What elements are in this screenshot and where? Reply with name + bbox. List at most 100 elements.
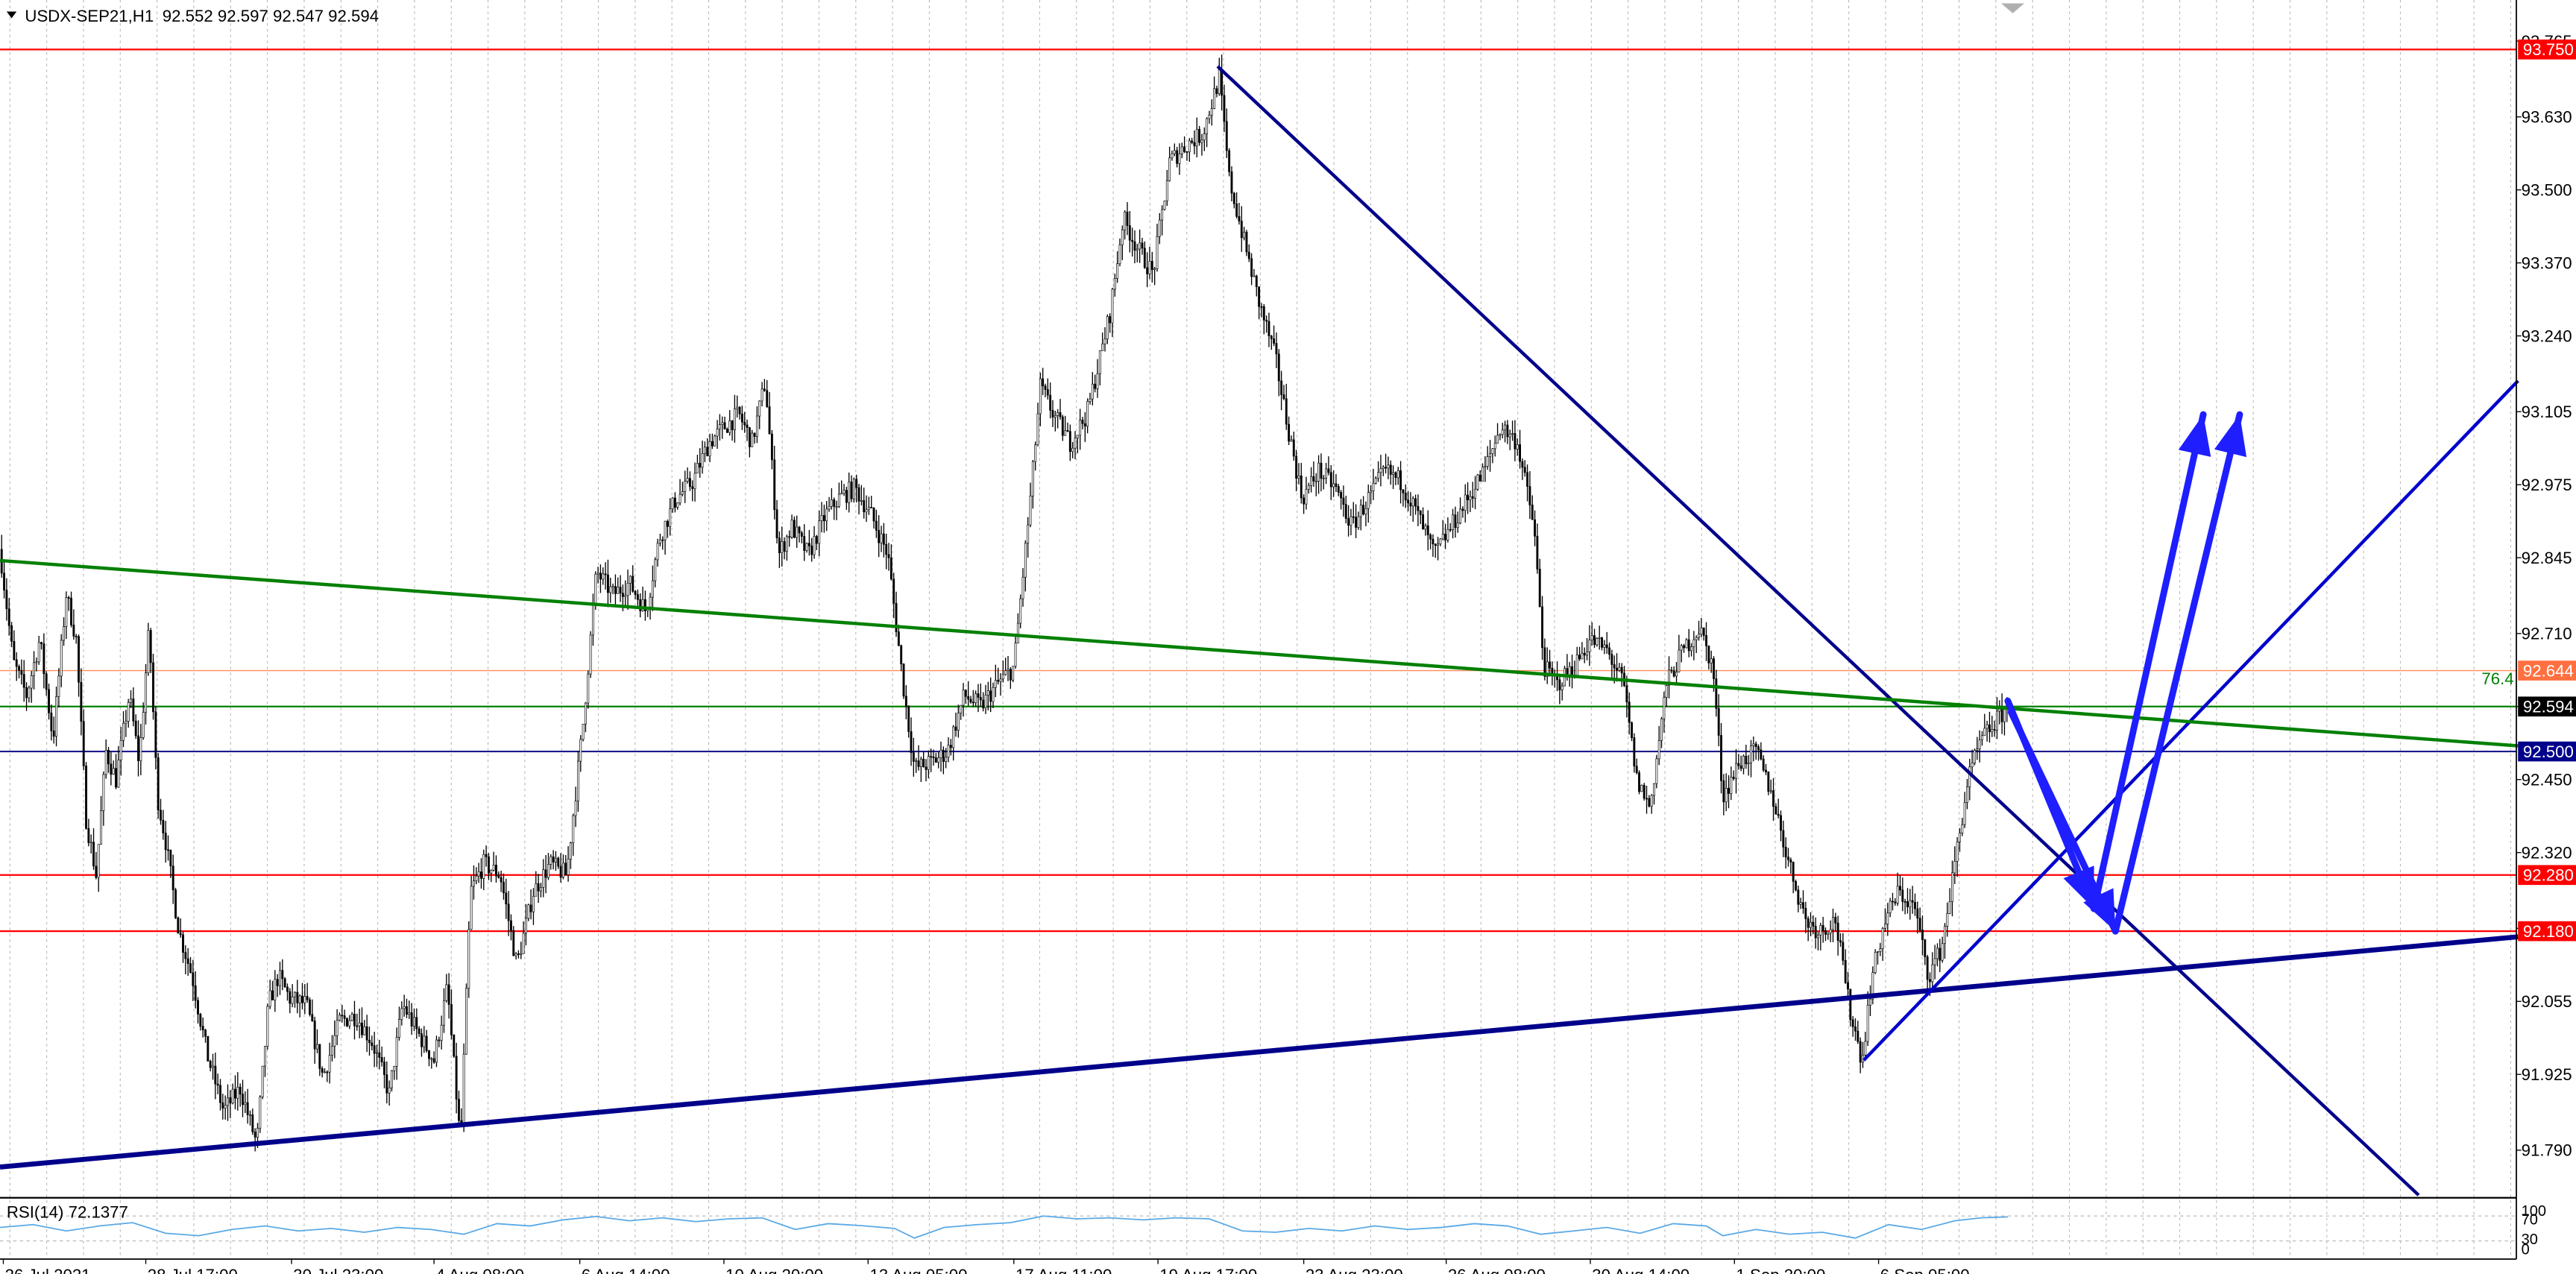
candle-body [1834,917,1837,924]
candle-body [870,507,873,508]
candle-body [251,1114,254,1132]
candle-body [356,1025,359,1027]
candle-body [15,659,18,667]
candle-body [1441,534,1444,540]
candle-body [1240,221,1243,239]
candle-body [75,636,78,637]
candle-body [1871,972,1874,1000]
candle-body [331,1045,333,1056]
candle-body [348,1020,351,1027]
candle-body [1802,902,1804,909]
down-arrow-2-head[interactable] [2083,888,2116,932]
candle-body [1675,672,1678,677]
candle-body [1260,306,1263,308]
candle-body [1131,239,1134,242]
candle-body [693,473,696,490]
candle-body [85,766,87,829]
candle-body [939,749,942,758]
candle-body [1173,150,1176,154]
candle-body [492,865,495,871]
candle-body [1894,901,1897,904]
candle-body [1610,654,1613,665]
trend-line-descending[interactable] [1216,65,2420,1196]
candle-body [1601,637,1603,648]
candle-body [435,1039,438,1063]
candle-body [89,842,92,844]
candle-body [1161,209,1164,221]
candle-body [1054,414,1056,418]
candle-body [266,1006,269,1047]
candle-body [564,863,567,875]
rsi-label: RSI(14) 72.1377 [7,1202,128,1221]
candle-body [1230,171,1233,194]
candle-body [467,929,470,989]
rsi-axis-0: 0 [2522,1241,2530,1258]
candle-body [408,1012,411,1015]
candle-body [400,1008,403,1020]
candle-body [783,541,786,552]
candle-body [1909,900,1912,908]
candle-body [406,1006,408,1015]
candle-body [1628,701,1631,723]
candle-body [1176,150,1179,164]
time-axis[interactable]: 26 Jul 2021 28 Jul 17:00 30 Jul 23:00 4 Aug… [2,1258,1970,1274]
candle-body [432,1058,435,1063]
candle-body [567,859,570,875]
candle-body [5,590,8,610]
candle-body [1981,735,1983,740]
candle-body [445,984,448,1001]
candle-body [740,413,743,423]
candle-body [1795,880,1797,891]
candle-body [880,533,883,543]
price-axis-label: 93.240 [2522,327,2572,345]
up-arrow-2-head[interactable] [2214,414,2247,458]
trend-lines[interactable] [0,65,2519,1196]
candle-body [997,680,1000,682]
candle-body [889,558,892,580]
candle-body [286,986,289,992]
candle-body [281,970,284,980]
candle-body [1034,444,1037,462]
candle-body [1586,651,1588,656]
candle-body [1593,635,1596,646]
dropdown-triangle-icon[interactable] [6,11,17,19]
candle-body [1728,787,1730,794]
candle-body [421,1033,423,1047]
trend-line-support[interactable] [0,934,2519,1170]
trend-line-green-channel[interactable] [0,558,2519,748]
candle-body [1742,755,1745,769]
time-axis-label: 1 Sep 20:00 [1736,1266,1826,1274]
price-tag-bg [2518,660,2576,681]
candle-body [477,871,480,877]
candle-body [1467,494,1470,500]
up-arrow-1-head[interactable] [2178,414,2211,457]
forecast-arrows[interactable] [2004,411,2247,935]
candle-body [1879,948,1882,952]
up-arrow-2[interactable] [2111,411,2243,935]
candle-body [343,1015,346,1019]
candle-body [1707,646,1710,663]
chart-shift-marker-icon[interactable] [2001,3,2025,13]
candle-body [1859,1041,1862,1063]
price-tag-label: 93.750 [2523,40,2574,59]
candle-body [438,1039,441,1041]
candle-body [743,421,746,426]
candle-body [1042,378,1045,387]
candle-body [1864,1041,1867,1056]
candle-body [104,749,107,775]
candle-body [810,545,813,555]
price-axis-label: 93.370 [2522,253,2572,272]
candle-body [552,856,555,863]
candle-body [915,760,918,763]
candle-body [1657,740,1660,760]
candle-body [887,554,890,558]
candle-body [1772,790,1774,807]
candle-body [214,1065,217,1085]
candle-body [1807,918,1810,928]
up-arrow-1[interactable] [2090,411,2207,912]
candle-body [763,388,766,391]
candle-body [490,869,493,874]
candle-body [1737,763,1740,766]
candle-body [1817,934,1819,939]
